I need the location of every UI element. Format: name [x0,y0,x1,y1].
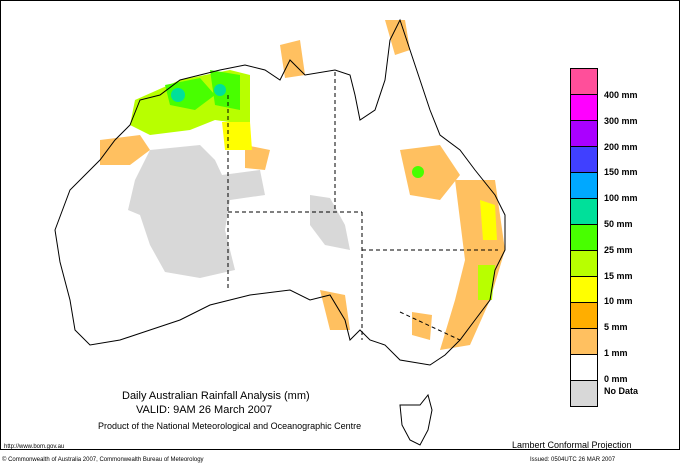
legend-label: No Data [604,386,639,396]
website-link[interactable]: http://www.bom.gov.au [4,444,65,450]
no-data-region [128,145,350,278]
copyright: © Commonwealth of Australia 2007, Common… [2,457,204,463]
legend-label: 1 mm [604,348,628,358]
mainland-coastline [54,18,506,366]
legend-swatch [571,121,597,147]
rain-1mm [100,20,505,350]
product-credit: Product of the National Meteorological a… [98,421,362,431]
legend-swatch [571,251,597,277]
legend-swatch [571,277,597,303]
legend-label: 300 mm [604,115,638,126]
valid-date: VALID: 9AM 26 March 2007 [136,404,273,416]
legend-swatch [571,173,597,199]
legend-label: 0 mm [604,373,628,384]
legend-label: 5 mm [604,322,628,333]
legend-swatch [571,329,597,355]
legend-swatch [571,355,597,381]
rain-heavy [130,70,497,300]
projection-label: Lambert Conformal Projection [512,440,632,450]
legend-swatch [571,303,597,329]
map-title: Daily Australian Rainfall Analysis (mm) [122,390,310,402]
legend-label: 15 mm [604,270,633,281]
legend-swatch [571,95,597,121]
legend-label: 400 mm [604,90,638,100]
state-borders [227,72,498,341]
legend-label: 150 mm [604,167,638,178]
legend-swatch [571,199,597,225]
legend-colorbar [570,68,598,407]
issued-time: Issued: 0504UTC 26 MAR 2007 [530,457,616,463]
legend-swatch [571,225,597,251]
legend-label: 100 mm [604,193,638,204]
legend-label: 50 mm [604,219,633,229]
legend-swatch [571,381,597,406]
legend-label: 10 mm [604,296,633,307]
legend-swatch [571,69,597,95]
tasmania-coastline [399,393,433,446]
legend-label: 200 mm [604,141,638,152]
legend-swatch [571,147,597,173]
legend-label: 25 mm [604,244,633,255]
